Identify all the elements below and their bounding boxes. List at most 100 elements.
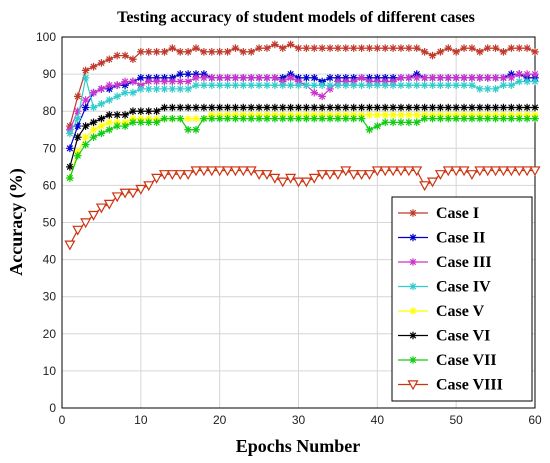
data-point bbox=[278, 103, 287, 112]
data-point bbox=[247, 114, 255, 123]
data-point bbox=[174, 170, 186, 181]
data-point bbox=[152, 85, 161, 93]
y-tick-label: 40 bbox=[43, 253, 57, 267]
data-point bbox=[144, 118, 153, 127]
data-point bbox=[176, 114, 185, 123]
data-point bbox=[326, 44, 334, 52]
data-point bbox=[357, 44, 366, 52]
data-point bbox=[89, 62, 98, 71]
data-point bbox=[247, 48, 255, 56]
data-point bbox=[342, 114, 350, 123]
data-point bbox=[381, 44, 390, 52]
data-point bbox=[129, 55, 137, 64]
legend-swatch-marker bbox=[409, 233, 417, 242]
data-point bbox=[182, 170, 194, 181]
data-point bbox=[302, 74, 311, 82]
data-point bbox=[460, 81, 468, 90]
data-point bbox=[349, 81, 358, 90]
data-point bbox=[113, 111, 121, 119]
data-point bbox=[326, 103, 334, 112]
legend-label: Case VIII bbox=[436, 377, 503, 394]
data-point bbox=[412, 44, 421, 52]
data-point bbox=[271, 74, 279, 82]
data-point bbox=[334, 103, 342, 112]
data-point bbox=[103, 199, 115, 210]
data-point bbox=[507, 114, 516, 123]
legend-label: Case III bbox=[436, 254, 492, 271]
legend-swatch-marker bbox=[407, 380, 419, 391]
data-point bbox=[310, 88, 319, 97]
data-point bbox=[81, 122, 90, 130]
data-point bbox=[105, 81, 114, 90]
data-point bbox=[176, 103, 185, 112]
data-point bbox=[239, 48, 248, 56]
data-point bbox=[405, 81, 413, 90]
data-point bbox=[499, 81, 508, 90]
data-point bbox=[334, 44, 342, 52]
data-point bbox=[326, 74, 334, 82]
data-point bbox=[349, 44, 358, 52]
data-point bbox=[356, 170, 368, 181]
data-point bbox=[468, 81, 476, 90]
y-tick-label: 50 bbox=[43, 216, 57, 230]
data-point bbox=[66, 144, 74, 153]
data-point bbox=[521, 166, 533, 177]
data-point bbox=[389, 118, 397, 127]
data-point bbox=[200, 74, 208, 82]
data-point bbox=[499, 114, 508, 123]
data-point bbox=[286, 81, 295, 90]
data-point bbox=[239, 114, 248, 123]
data-point bbox=[255, 81, 263, 90]
x-tick-label: 30 bbox=[292, 413, 306, 427]
data-point bbox=[105, 96, 114, 104]
data-point bbox=[72, 225, 84, 236]
legend-label: Case V bbox=[436, 303, 485, 320]
data-point bbox=[412, 118, 421, 127]
data-point bbox=[397, 74, 405, 82]
data-point bbox=[434, 170, 446, 181]
data-point bbox=[387, 166, 399, 177]
data-point bbox=[491, 103, 500, 112]
data-point bbox=[444, 74, 453, 82]
data-point bbox=[499, 103, 508, 112]
series-7 bbox=[66, 114, 539, 182]
data-point bbox=[482, 166, 494, 177]
data-point bbox=[239, 81, 248, 90]
data-point bbox=[460, 44, 468, 52]
data-point bbox=[113, 92, 121, 101]
y-tick-label: 0 bbox=[49, 401, 56, 415]
data-point bbox=[476, 74, 484, 82]
data-point bbox=[200, 81, 208, 90]
series-4 bbox=[66, 74, 539, 138]
data-point bbox=[491, 74, 500, 82]
data-point bbox=[365, 103, 374, 112]
data-point bbox=[222, 166, 234, 177]
data-point bbox=[151, 173, 163, 184]
data-point bbox=[505, 166, 517, 177]
y-tick-label: 10 bbox=[43, 364, 57, 378]
data-point bbox=[247, 103, 255, 112]
data-point bbox=[460, 114, 468, 123]
data-point bbox=[121, 111, 129, 119]
data-point bbox=[405, 118, 413, 127]
data-point bbox=[144, 85, 153, 93]
chart-title: Testing accuracy of student models of di… bbox=[117, 9, 475, 26]
data-point bbox=[176, 85, 185, 93]
data-point bbox=[160, 77, 169, 86]
data-point bbox=[515, 70, 524, 78]
data-point bbox=[192, 103, 200, 112]
data-point bbox=[105, 118, 114, 127]
data-point bbox=[95, 203, 107, 214]
data-point bbox=[144, 107, 153, 115]
data-point bbox=[468, 44, 476, 52]
y-tick-label: 60 bbox=[43, 178, 57, 192]
data-point bbox=[278, 114, 287, 123]
data-point bbox=[483, 44, 492, 52]
data-point bbox=[483, 74, 492, 82]
data-point bbox=[184, 77, 192, 86]
data-point bbox=[326, 114, 334, 123]
data-point bbox=[476, 48, 484, 56]
data-point bbox=[231, 81, 240, 90]
data-point bbox=[129, 107, 137, 115]
data-point bbox=[137, 48, 145, 56]
